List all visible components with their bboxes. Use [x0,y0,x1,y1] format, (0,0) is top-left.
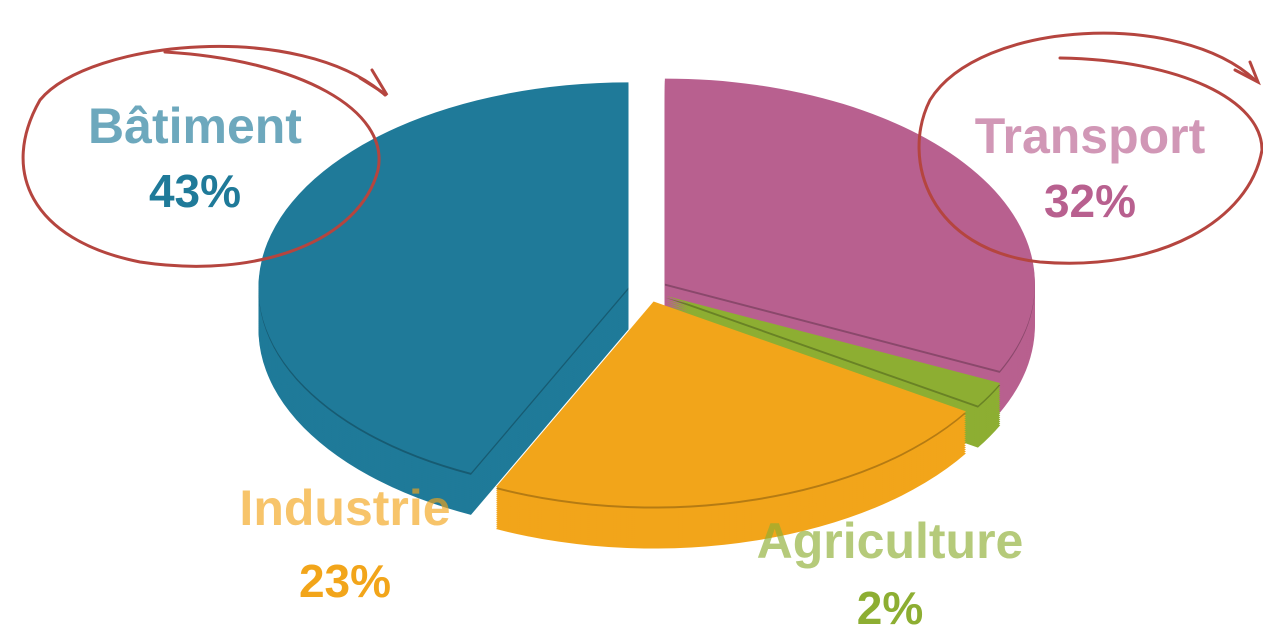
slice-name: Bâtiment [88,98,302,154]
slice [496,301,966,507]
slice [258,82,629,473]
hand-drawn-loop [917,31,1263,265]
hand-drawn-arrow [358,68,389,97]
slice [664,78,1035,371]
labels: Transport 32% Agriculture 2% Industrie 23% Bât… [88,98,1206,634]
slice-value-label: 43% [149,165,241,217]
slice-name: Agriculture [757,513,1024,569]
slice-value-label: 2% [857,582,923,634]
slice-value-label: 23% [299,555,391,607]
hand-drawn-loop [21,45,387,268]
slice [665,295,1001,406]
annotation-marks [21,31,1263,268]
hand-drawn-arrow [1233,60,1261,86]
slice-name: Industrie [239,480,450,536]
slice-name: Transport [975,108,1206,164]
slice-value-label: 32% [1044,175,1136,227]
pie [258,78,1035,549]
